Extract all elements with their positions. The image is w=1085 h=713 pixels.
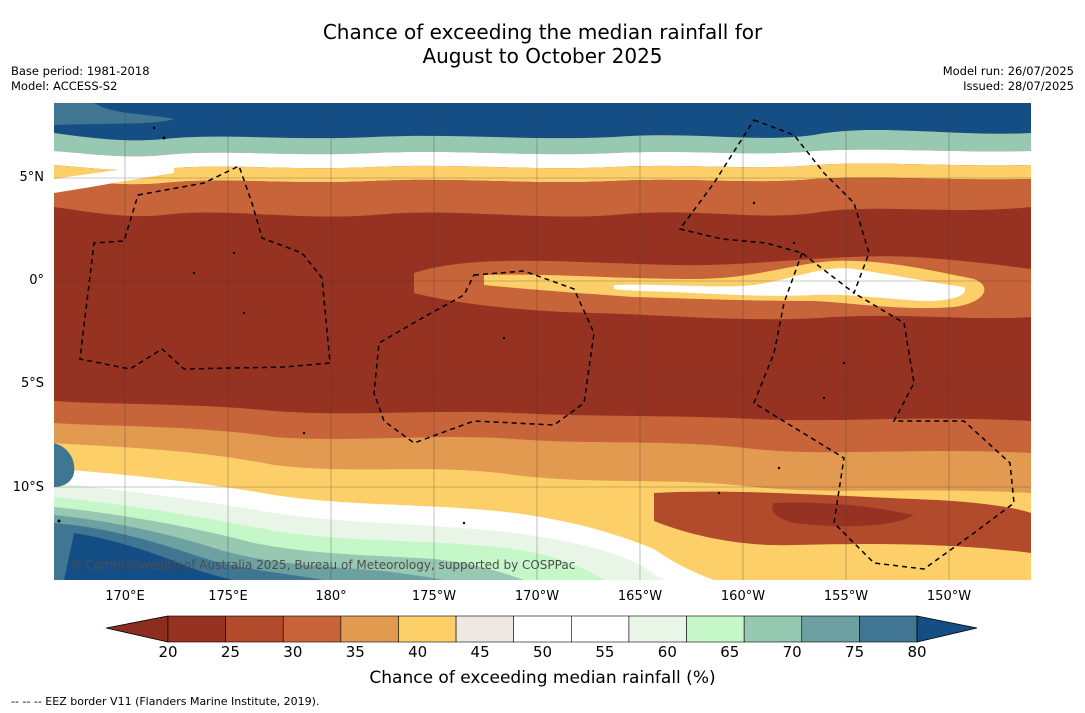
- lon-label-180: 180°: [315, 589, 347, 604]
- meta-right: Model run: 26/07/2025 Issued: 28/07/2025: [943, 64, 1074, 94]
- lat-label-10s: 10°S: [12, 480, 44, 495]
- colorbar-tick-label: 35: [345, 643, 365, 661]
- lat-label-5s: 5°S: [20, 376, 44, 391]
- islands: [57, 126, 846, 525]
- rainfall-map: [54, 103, 1031, 580]
- lon-label-175e: 175°E: [208, 589, 248, 604]
- eez-kiribati-line: [678, 119, 870, 295]
- lat-label-5n: 5°N: [19, 170, 45, 185]
- colorbar-tick-label: 55: [595, 643, 615, 661]
- band-south-blue: [64, 533, 234, 580]
- model-run: Model run: 26/07/2025: [942, 64, 1074, 78]
- colorbar-cell: [167, 615, 226, 643]
- title-line-2: August to October 2025: [422, 44, 663, 68]
- eez-kiribati-phoenix: [373, 270, 595, 444]
- band-eq-white: [614, 268, 965, 301]
- lon-label-175w: 175°W: [411, 589, 457, 604]
- colorbar-tick-label: 20: [158, 643, 178, 661]
- band-north-yellow: [54, 163, 1031, 185]
- eez-kiribati-gilbert: [79, 164, 331, 370]
- colorbar-cell: [455, 615, 514, 643]
- colorbar-cells: [167, 615, 918, 643]
- issued-date: Issued: 28/07/2025: [963, 79, 1074, 93]
- colorbar-cell: [398, 615, 457, 643]
- lon-label-170w: 170°W: [514, 589, 560, 604]
- colorbar-cell: [340, 615, 399, 643]
- colorbar-tick-label: 50: [532, 643, 553, 661]
- colorbar: [106, 615, 978, 643]
- colorbar-cell: [513, 615, 572, 643]
- colorbar-cell: [571, 615, 630, 643]
- band-north-white-left: [54, 165, 174, 193]
- colorbar-tick-label: 65: [720, 643, 740, 661]
- colorbar-tick-label: 80: [907, 643, 927, 661]
- colorbar-cell: [859, 615, 918, 643]
- colorbar-tick-label: 70: [782, 643, 802, 661]
- colorbar-cell: [628, 615, 687, 643]
- band-north-blue: [54, 103, 1031, 141]
- eez-legend: -- -- -- EEZ border V11 (Flanders Marine…: [11, 695, 320, 708]
- colorbar-cell: [686, 615, 745, 643]
- model-name: Model: ACCESS-S2: [11, 79, 118, 93]
- colorbar-tick-label: 60: [657, 643, 677, 661]
- colorbar-cell: [801, 615, 860, 643]
- lon-label-160w: 160°W: [720, 589, 766, 604]
- lon-label-165w: 165°W: [617, 589, 663, 604]
- colorbar-cell: [225, 615, 284, 643]
- band-south-patch-dark: [772, 502, 914, 527]
- lon-label-170e: 170°E: [105, 589, 145, 604]
- base-period: Base period: 1981-2018: [11, 64, 150, 78]
- map-title: Chance of exceeding the median rainfall …: [0, 20, 1085, 68]
- band-north-orange: [54, 177, 1031, 217]
- colorbar-under-arrow: [106, 615, 169, 643]
- band-north-green: [54, 130, 1031, 157]
- colorbar-tick-label: 40: [408, 643, 428, 661]
- eez-line-south: [753, 252, 1015, 570]
- colorbar-tick-label: 75: [845, 643, 865, 661]
- band-north-white: [54, 149, 1031, 171]
- gridlines: [54, 103, 1031, 580]
- band-north-teal: [54, 103, 174, 125]
- meta-left: Base period: 1981-2018 Model: ACCESS-S2: [11, 64, 150, 94]
- colorbar-over-arrow: [916, 615, 978, 643]
- lon-label-150w: 150°W: [926, 589, 972, 604]
- title-line-1: Chance of exceeding the median rainfall …: [322, 20, 763, 44]
- colorbar-cell: [282, 615, 342, 643]
- colorbar-tick-label: 25: [220, 643, 240, 661]
- eez-borders: [79, 119, 1015, 570]
- colorbar-tick-label: 30: [283, 643, 303, 661]
- lat-label-0: 0°: [29, 273, 44, 288]
- colorbar-tick-label: 45: [470, 643, 490, 661]
- copyright-credit: © Commonwealth of Australia 2025, Bureau…: [70, 558, 576, 572]
- lon-label-155w: 155°W: [823, 589, 869, 604]
- band-south-blue-left: [54, 443, 75, 487]
- colorbar-cell: [743, 615, 803, 643]
- colorbar-title: Chance of exceeding median rainfall (%): [369, 668, 716, 688]
